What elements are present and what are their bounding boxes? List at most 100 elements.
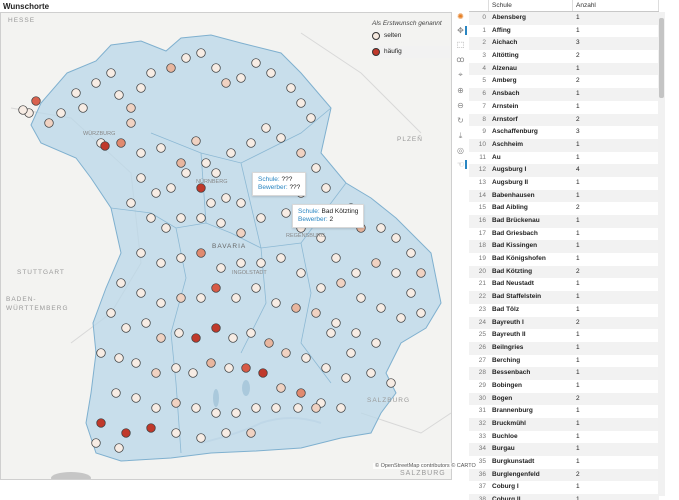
table-row[interactable]: 3 Altötting 2 xyxy=(469,50,659,63)
school-marker[interactable] xyxy=(258,368,268,378)
school-marker[interactable] xyxy=(396,313,406,323)
table-row[interactable]: 11 Au 1 xyxy=(469,152,659,165)
school-marker[interactable] xyxy=(221,193,231,203)
school-marker[interactable] xyxy=(211,283,221,293)
table-row[interactable]: 9 Aschaffenburg 3 xyxy=(469,126,659,139)
table-row[interactable]: 23 Bad Tölz 1 xyxy=(469,304,659,317)
hover-icon[interactable]: ◎ xyxy=(457,146,464,155)
school-marker[interactable] xyxy=(91,438,101,448)
school-marker[interactable] xyxy=(206,358,216,368)
school-marker[interactable] xyxy=(176,158,186,168)
school-marker[interactable] xyxy=(191,403,201,413)
school-marker[interactable] xyxy=(306,113,316,123)
school-marker[interactable] xyxy=(291,303,301,313)
school-marker[interactable] xyxy=(116,278,126,288)
school-marker[interactable] xyxy=(231,293,241,303)
school-marker[interactable] xyxy=(221,78,231,88)
table-row[interactable]: 25 Bayreuth II 1 xyxy=(469,329,659,342)
school-marker[interactable] xyxy=(336,403,346,413)
school-marker[interactable] xyxy=(326,328,336,338)
school-marker[interactable] xyxy=(228,333,238,343)
school-marker[interactable] xyxy=(181,168,191,178)
table-row[interactable]: 28 Bessenbach 1 xyxy=(469,367,659,380)
school-marker[interactable] xyxy=(236,228,246,238)
school-marker[interactable] xyxy=(151,188,161,198)
table-row[interactable]: 38 Coburg II 1 xyxy=(469,494,659,500)
school-marker[interactable] xyxy=(316,233,326,243)
table-row[interactable]: 24 Bayreuth I 2 xyxy=(469,316,659,330)
school-marker[interactable] xyxy=(91,78,101,88)
legend-item[interactable]: selten xyxy=(372,30,450,43)
school-marker[interactable] xyxy=(114,353,124,363)
school-marker[interactable] xyxy=(371,258,381,268)
school-marker[interactable] xyxy=(376,303,386,313)
school-marker[interactable] xyxy=(236,73,246,83)
table-row[interactable]: 5 Amberg 2 xyxy=(469,75,659,88)
school-marker[interactable] xyxy=(351,268,361,278)
table-row[interactable]: 20 Bad Kötzting 2 xyxy=(469,265,659,279)
school-marker[interactable] xyxy=(251,58,261,68)
school-marker[interactable] xyxy=(256,258,266,268)
school-marker[interactable] xyxy=(196,213,206,223)
school-marker[interactable] xyxy=(171,363,181,373)
school-marker[interactable] xyxy=(166,183,176,193)
school-marker[interactable] xyxy=(321,183,331,193)
table-row[interactable]: 13 Augsburg II 1 xyxy=(469,177,659,190)
table-row[interactable]: 2 Aichach 3 xyxy=(469,37,659,51)
school-marker[interactable] xyxy=(191,333,201,343)
school-marker[interactable] xyxy=(191,136,201,146)
school-marker[interactable] xyxy=(176,253,186,263)
school-marker[interactable] xyxy=(331,253,341,263)
school-marker[interactable] xyxy=(176,213,186,223)
table-row[interactable]: 35 Burgkunstadt 1 xyxy=(469,456,659,469)
school-marker[interactable] xyxy=(356,293,366,303)
table-row[interactable]: 0 Abensberg 1 xyxy=(469,12,659,25)
school-marker[interactable] xyxy=(301,353,311,363)
school-marker[interactable] xyxy=(196,433,206,443)
school-marker[interactable] xyxy=(126,198,136,208)
table-row[interactable]: 1 Affing 1 xyxy=(469,25,659,38)
school-marker[interactable] xyxy=(236,258,246,268)
school-marker[interactable] xyxy=(371,338,381,348)
school-marker[interactable] xyxy=(31,96,41,106)
table-row[interactable]: 12 Augsburg I 4 xyxy=(469,164,659,177)
school-marker[interactable] xyxy=(211,168,221,178)
table-row[interactable]: 10 Aschheim 1 xyxy=(469,138,659,152)
wheel-zoom-icon[interactable]: ⌖ xyxy=(458,70,463,79)
school-marker[interactable] xyxy=(221,428,231,438)
pan-icon[interactable]: ✥ xyxy=(456,26,467,35)
school-marker[interactable] xyxy=(286,83,296,93)
school-marker[interactable] xyxy=(96,348,106,358)
school-marker[interactable] xyxy=(391,268,401,278)
school-marker[interactable] xyxy=(96,418,106,428)
table-row[interactable]: 4 Alzenau 1 xyxy=(469,62,659,76)
school-marker[interactable] xyxy=(116,138,126,148)
save-icon[interactable]: ⤓ xyxy=(458,131,463,140)
school-marker[interactable] xyxy=(211,408,221,418)
school-marker[interactable] xyxy=(206,198,216,208)
school-marker[interactable] xyxy=(156,143,166,153)
school-marker[interactable] xyxy=(271,403,281,413)
school-marker[interactable] xyxy=(136,148,146,158)
map-plot[interactable]: 9 10 11 12 13 xyxy=(0,12,452,480)
school-marker[interactable] xyxy=(151,368,161,378)
school-marker[interactable] xyxy=(256,213,266,223)
box-select-icon[interactable]: ⬚ xyxy=(456,40,465,49)
school-marker[interactable] xyxy=(111,388,121,398)
school-marker[interactable] xyxy=(224,363,234,373)
table-row[interactable]: 33 Buchloe 1 xyxy=(469,431,659,444)
school-marker[interactable] xyxy=(351,328,361,338)
school-marker[interactable] xyxy=(341,373,351,383)
school-marker[interactable] xyxy=(106,308,116,318)
school-marker[interactable] xyxy=(296,98,306,108)
school-marker[interactable] xyxy=(251,283,261,293)
school-marker[interactable] xyxy=(161,223,171,233)
school-marker[interactable] xyxy=(146,68,156,78)
school-marker[interactable] xyxy=(196,48,206,58)
school-marker[interactable] xyxy=(281,208,291,218)
school-marker[interactable] xyxy=(226,148,236,158)
school-marker[interactable] xyxy=(121,323,131,333)
school-marker[interactable] xyxy=(336,278,346,288)
school-marker[interactable] xyxy=(386,378,396,388)
bokeh-logo-icon[interactable]: ✺ xyxy=(457,12,464,21)
